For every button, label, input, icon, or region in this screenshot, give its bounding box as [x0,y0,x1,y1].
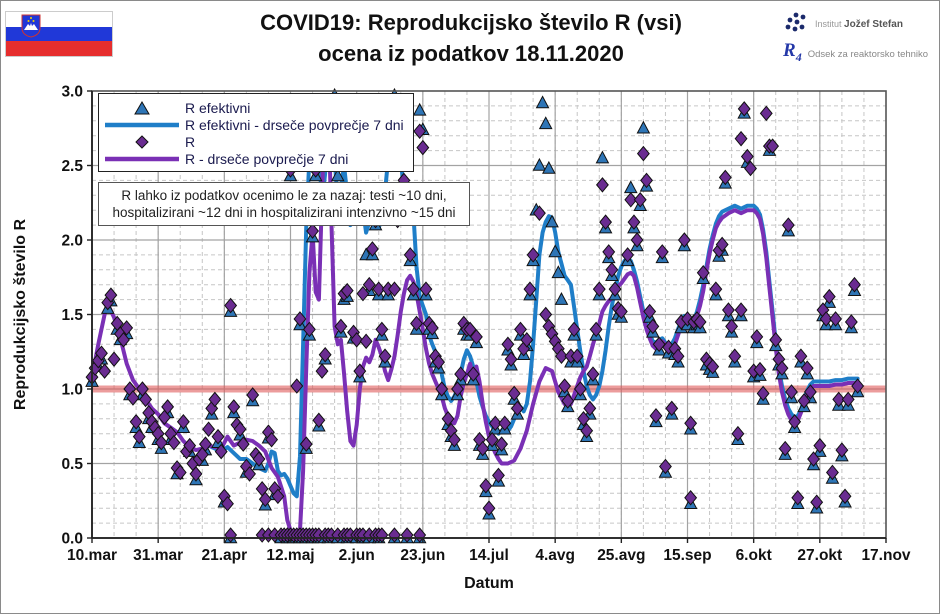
legend-label: R efektivni [185,99,251,116]
r4-dept-name: Odsek za reaktorsko tehniko [807,48,929,60]
svg-text:4.avg: 4.avg [535,547,575,564]
x-axis-title: Datum [464,575,514,592]
legend-item-purple-ma: R - drseče povprečje 7 dni [99,150,413,167]
svg-text:27.okt: 27.okt [797,547,842,564]
ijs-name-bold: Jožef Stefan [844,18,903,30]
ijs-dots-icon [785,12,806,32]
legend-label: R [185,133,196,150]
svg-text:31.mar: 31.mar [133,547,183,564]
title-line-2: ocena iz podatkov 18.11.2020 [318,41,624,66]
svg-text:15.sep: 15.sep [663,547,711,564]
svg-text:1.5: 1.5 [61,307,83,324]
svg-text:2.jun: 2.jun [339,547,375,564]
r4-mark: R4 [783,40,802,64]
svg-text:2.0: 2.0 [61,233,83,250]
svg-text:14.jul: 14.jul [469,547,509,564]
svg-text:12.maj: 12.maj [266,547,314,564]
ijs-logo-row: Institut Jožef Stefan [783,9,933,39]
svg-text:2.5: 2.5 [61,158,83,175]
page-title: COVID19: Reprodukcijsko število R (vsi) … [151,7,791,69]
blue-line-swatch [99,121,185,129]
svg-text:1.0: 1.0 [61,382,83,399]
ijs-name: Institut Jožef Stefan [815,19,903,30]
legend-item-r: R [99,133,413,150]
svg-text:0.0: 0.0 [61,531,83,548]
svg-text:25.avg: 25.avg [597,547,645,564]
legend-item-blue-ma: R efektivni - drseče povprečje 7 dni [99,116,413,133]
purple-line-swatch [99,155,185,163]
svg-text:23.jun: 23.jun [400,547,445,564]
y-axis-title: Reprodukcijsko število R [12,218,29,410]
svg-text:0.5: 0.5 [61,456,83,473]
x-tick-labels: 10.mar 31.mar 21.apr 12.maj 2.jun 23.jun 14.ju… [67,538,911,564]
legend-label: R - drseče povprečje 7 dni [185,150,349,167]
slovenia-flag [6,12,112,56]
diamond-marker-icon [99,134,185,149]
r4-logo-row: R4 Odsek za reaktorsko tehniko [783,39,933,69]
institute-logos: Institut Jožef Stefan R4 Odsek za reakto… [783,9,933,69]
title-line-1: COVID19: Reprodukcijsko število R (vsi) [260,10,682,35]
legend-label: R efektivni - drseče povprečje 7 dni [185,116,404,133]
y-tick-labels: 0.0 0.5 1.0 1.5 2.0 2.5 3.0 [61,84,92,548]
svg-text:17.nov: 17.nov [861,547,910,564]
chart-legend: R efektivni R efektivni - drseče povpreč… [98,93,414,172]
annotation-line-1: R lahko iz podatkov ocenimo le za nazaj:… [121,188,447,203]
legend-item-r-efektivni: R efektivni [99,99,413,116]
ijs-name-light: Institut [815,18,842,29]
svg-text:6.okt: 6.okt [736,547,772,564]
diamond-scatter [85,95,865,543]
svg-text:3.0: 3.0 [61,84,83,101]
annotation-box: R lahko iz podatkov ocenimo le za nazaj:… [98,182,470,226]
annotation-line-2: hospitalizirani ~12 dni in hospitalizira… [112,205,456,220]
triangle-marker-icon [99,100,185,115]
svg-text:10.mar: 10.mar [67,547,117,564]
svg-text:21.apr: 21.apr [201,547,247,564]
flag-stripe-red [6,41,112,56]
coat-of-arms-icon [21,14,41,38]
